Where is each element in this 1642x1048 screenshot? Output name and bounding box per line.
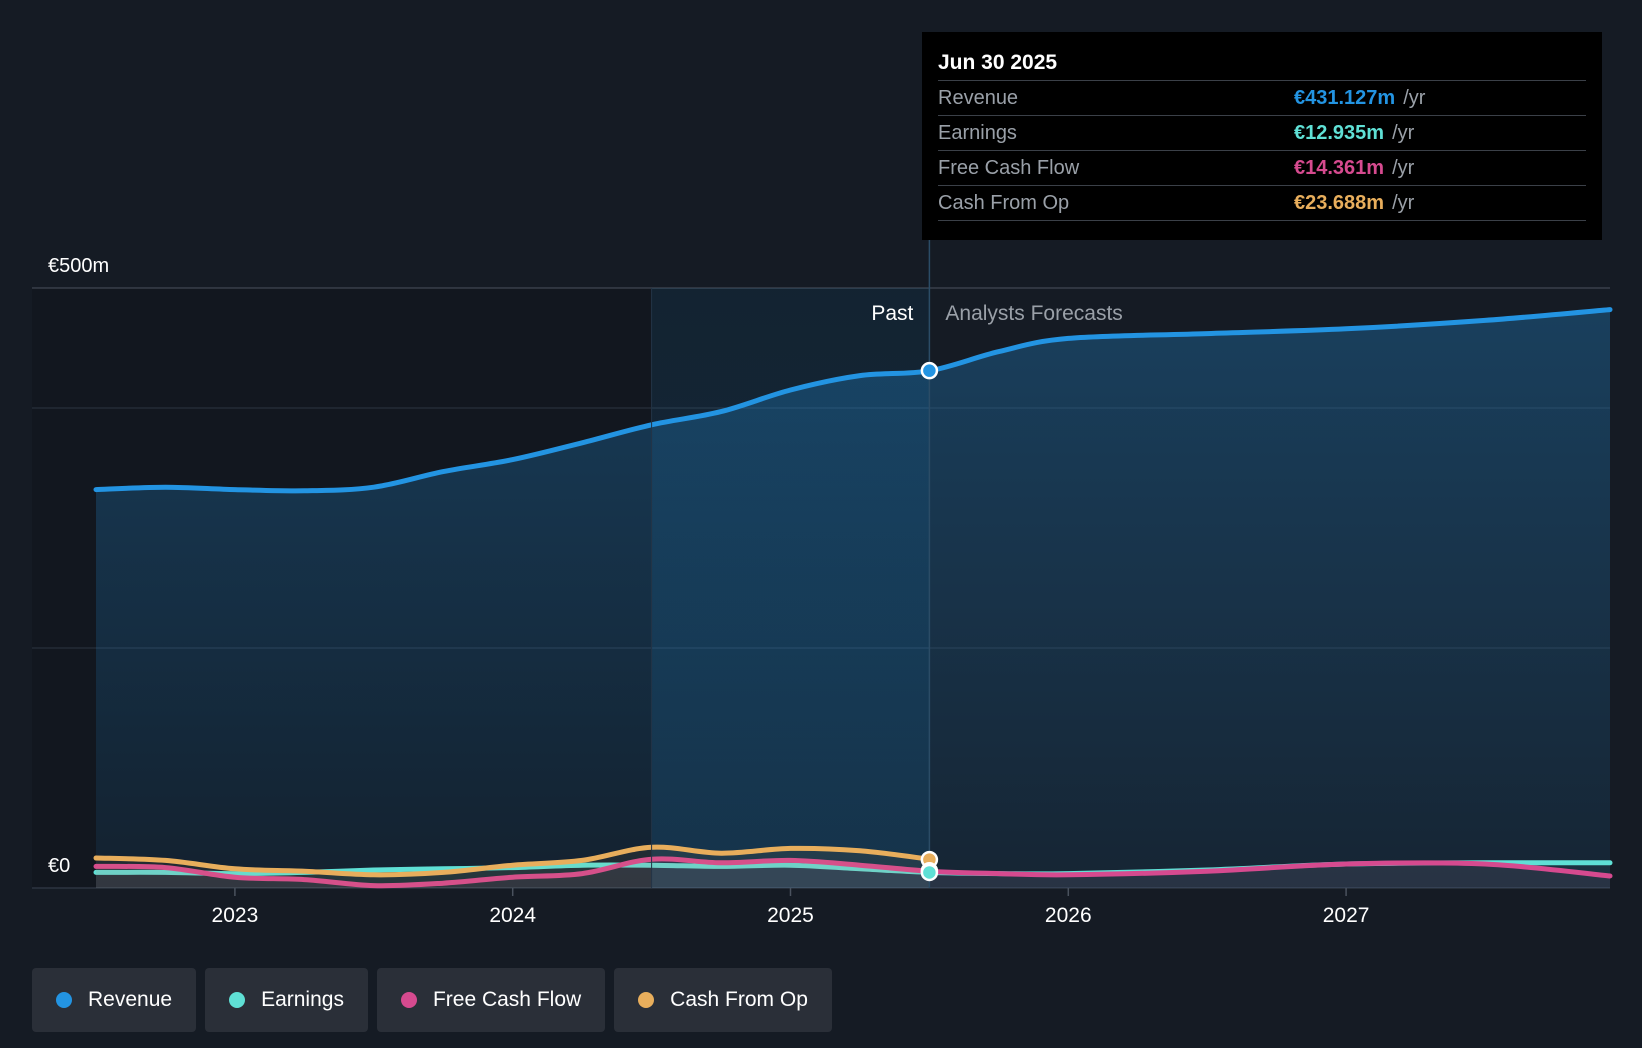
forecast-label: Analysts Forecasts [945,302,1122,325]
revenue-line [93,307,1613,494]
tooltip-unit: /yr [1403,87,1426,109]
tooltip-unit: /yr [1392,192,1415,214]
free-cash-flow-line [93,856,1613,889]
tooltip-label: Earnings [938,122,1017,144]
tooltip-value: €12.935m [1294,122,1385,144]
legend-label: Cash From Op [670,988,808,1011]
tooltip-label: Free Cash Flow [938,157,1080,179]
tooltip-value: €14.361m [1294,157,1385,179]
x-tick-label: 2025 [767,904,814,927]
series-layer [93,307,1613,889]
legend-item-revenue[interactable]: Revenue [32,968,197,1032]
tooltip-unit: /yr [1392,157,1415,179]
earnings-marker [920,863,939,882]
tooltip-value: €431.127m [1294,87,1396,109]
y-axis-ticks: €500m €0 [48,255,109,877]
tooltip-date: Jun 30 2025 [938,51,1058,74]
legend-dot-icon [400,992,417,1008]
legend-dot-icon [229,992,246,1008]
x-tick-label: 2023 [212,904,259,927]
x-axis-ticks: 2023 2024 2025 2026 2027 [212,888,1370,927]
y-tick-label: €0 [48,855,70,877]
tooltip-row-earnings: Earnings €12.935m /yr [938,115,1586,150]
x-tick-label: 2026 [1045,904,1092,927]
legend: Revenue Earnings Free Cash Flow Cash Fro… [32,968,832,1032]
legend-dot-icon [638,992,655,1008]
tooltip-row-revenue: Revenue €431.127m /yr [938,80,1586,115]
x-tick-label: 2024 [489,904,536,927]
past-label: Past [871,302,913,325]
legend-item-cash-from-op[interactable]: Cash From Op [614,968,832,1032]
tooltip-value: €23.688m [1294,192,1385,214]
y-tick-label: €500m [48,255,109,277]
legend-item-earnings[interactable]: Earnings [205,968,368,1032]
tooltip-unit: /yr [1392,122,1415,144]
tooltip-row-cash-from-op: Cash From Op €23.688m /yr [938,185,1586,221]
legend-label: Free Cash Flow [432,988,582,1011]
tooltip-row-free-cash-flow: Free Cash Flow €14.361m /yr [938,150,1586,185]
legend-item-free-cash-flow[interactable]: Free Cash Flow [376,968,606,1032]
x-tick-label: 2027 [1323,904,1370,927]
legend-label: Revenue [88,988,173,1011]
tooltip-label: Revenue [938,87,1019,109]
revenue-area [96,309,1610,889]
tooltip: Jun 30 2025 Revenue €431.127m /yr Earnin… [922,32,1602,240]
cash-from-op-line [93,844,932,878]
revenue-marker [920,361,939,380]
legend-label: Earnings [261,988,344,1011]
tooltip-label: Cash From Op [938,192,1070,214]
legend-dot-icon [56,992,72,1008]
markers [920,361,939,882]
